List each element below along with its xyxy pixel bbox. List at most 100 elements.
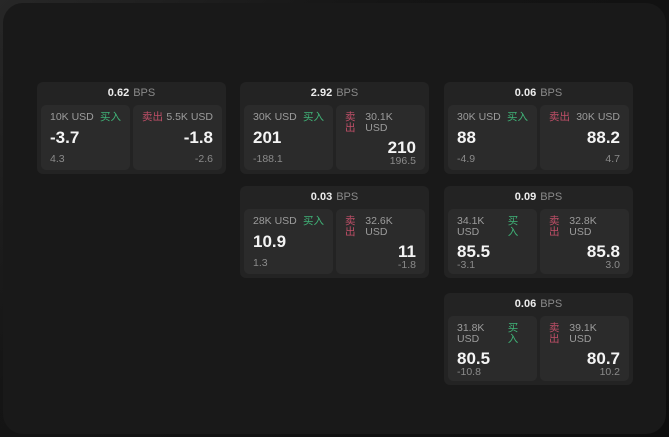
buy-amount: 28K USD: [253, 215, 297, 227]
sell-panel-top: 卖出 5.5K USD: [142, 112, 213, 123]
sell-amount: 39.1K USD: [569, 322, 597, 345]
buy-panel-top: 30K USD 买入: [457, 112, 528, 123]
buy-amount: 10K USD: [50, 111, 94, 123]
sell-panel-top: 卖出 30K USD: [549, 112, 620, 123]
spread-unit: BPS: [336, 191, 359, 203]
buy-amount: 30K USD: [253, 111, 297, 123]
sell-price: -1.8: [183, 127, 213, 147]
sell-price: 210: [387, 138, 416, 157]
quote-panels: 34.1K USD 买入 85.5 -3.1 卖出 32.8K USD 85.8…: [444, 209, 633, 274]
sell-price: 80.7: [586, 349, 620, 368]
buy-panel-top: 10K USD 买入: [50, 112, 121, 123]
sell-change: 196.5: [389, 155, 416, 167]
sell-panel-top: 卖出 30.1K USD: [345, 112, 416, 133]
buy-label: 买入: [303, 111, 324, 123]
sell-amount: 32.6K USD: [365, 215, 393, 238]
sell-label: 卖出: [345, 215, 356, 238]
buy-change: -188.1: [253, 152, 283, 165]
spread-header: 0.09 BPS: [444, 186, 633, 209]
sell-panel[interactable]: 卖出 30K USD 88.2 4.7: [540, 105, 629, 170]
sell-price: 88.2: [586, 127, 620, 147]
sell-label: 卖出: [142, 111, 163, 123]
spread-value: 0.06: [514, 298, 537, 310]
buy-price: 10.9: [253, 231, 287, 251]
buy-amount: 30K USD: [457, 111, 501, 123]
sell-amount: 30K USD: [576, 111, 620, 123]
quote-card-4: 0.03 BPS 28K USD 买入 10.9 1.3 卖出 32.6K US…: [240, 186, 429, 278]
sell-label: 卖出: [549, 111, 570, 123]
buy-amount: 34.1K USD: [457, 215, 485, 238]
sell-panel[interactable]: 卖出 32.8K USD 85.8 3.0: [540, 209, 629, 274]
buy-amount: 31.8K USD: [457, 322, 485, 345]
sell-panel-top: 卖出 32.6K USD: [345, 216, 416, 237]
buy-panel[interactable]: 30K USD 买入 88 -4.9: [448, 105, 537, 170]
spread-unit: BPS: [133, 87, 156, 99]
buy-panel[interactable]: 34.1K USD 买入 85.5 -3.1: [448, 209, 537, 274]
buy-label: 买入: [507, 111, 528, 123]
sell-change: -2.6: [194, 152, 213, 165]
sell-amount: 5.5K USD: [166, 111, 213, 123]
buy-panel-top: 31.8K USD 买入: [457, 323, 528, 344]
sell-amount: 32.8K USD: [569, 215, 597, 238]
buy-panel[interactable]: 28K USD 买入 10.9 1.3: [244, 209, 333, 274]
buy-label: 买入: [100, 111, 121, 123]
quote-card-3: 0.06 BPS 30K USD 买入 88 -4.9 卖出 30K USD 8…: [444, 82, 633, 174]
quote-panels: 10K USD 买入 -3.7 4.3 卖出 5.5K USD -1.8 -2.…: [37, 105, 226, 170]
quote-card-5: 0.09 BPS 34.1K USD 买入 85.5 -3.1 卖出 32.8K…: [444, 186, 633, 278]
spread-value: 0.09: [514, 191, 537, 203]
sell-panel-top: 卖出 32.8K USD: [549, 216, 620, 237]
sell-price: 11: [398, 242, 416, 261]
buy-panel[interactable]: 30K USD 买入 201 -188.1: [244, 105, 333, 170]
sell-panel[interactable]: 卖出 5.5K USD -1.8 -2.6: [133, 105, 222, 170]
quote-panels: 31.8K USD 买入 80.5 -10.8 卖出 39.1K USD 80.…: [444, 316, 633, 381]
sell-change: 4.7: [605, 152, 620, 165]
sell-label: 卖出: [549, 215, 560, 238]
spread-value: 2.92: [310, 87, 333, 99]
buy-panel-top: 28K USD 买入: [253, 216, 324, 227]
quote-panels: 30K USD 买入 201 -188.1 卖出 30.1K USD 210 1…: [240, 105, 429, 170]
sell-label: 卖出: [345, 111, 356, 134]
spread-header: 2.92 BPS: [240, 82, 429, 105]
spread-value: 0.62: [107, 87, 130, 99]
sell-change: 10.2: [599, 366, 620, 378]
buy-price: 201: [253, 127, 282, 147]
buy-change: -10.8: [457, 366, 481, 378]
sell-label: 卖出: [549, 322, 560, 345]
buy-change: 4.3: [50, 152, 65, 165]
spread-value: 0.03: [310, 191, 333, 203]
buy-label: 买入: [303, 215, 324, 227]
buy-price: 88: [457, 127, 476, 147]
spread-unit: BPS: [336, 87, 359, 99]
spread-header: 0.06 BPS: [444, 82, 633, 105]
buy-label: 买入: [507, 215, 519, 238]
spread-header: 0.06 BPS: [444, 293, 633, 316]
sell-change: -1.8: [397, 259, 416, 271]
buy-panel-top: 30K USD 买入: [253, 112, 324, 123]
sell-change: 3.0: [605, 259, 620, 271]
buy-change: -4.9: [457, 152, 476, 165]
buy-panel-top: 34.1K USD 买入: [457, 216, 528, 237]
buy-price: -3.7: [50, 127, 80, 147]
spread-unit: BPS: [540, 191, 563, 203]
sell-price: 85.8: [586, 242, 620, 261]
sell-panel-top: 卖出 39.1K USD: [549, 323, 620, 344]
quote-card-2: 2.92 BPS 30K USD 买入 201 -188.1 卖出 30.1K …: [240, 82, 429, 174]
sell-panel[interactable]: 卖出 32.6K USD 11 -1.8: [336, 209, 425, 274]
sell-amount: 30.1K USD: [365, 111, 393, 134]
buy-panel[interactable]: 31.8K USD 买入 80.5 -10.8: [448, 316, 537, 381]
buy-price: 80.5: [457, 349, 491, 368]
sell-panel[interactable]: 卖出 39.1K USD 80.7 10.2: [540, 316, 629, 381]
spread-value: 0.06: [514, 87, 537, 99]
spread-header: 0.62 BPS: [37, 82, 226, 105]
quote-panels: 30K USD 买入 88 -4.9 卖出 30K USD 88.2 4.7: [444, 105, 633, 170]
buy-label: 买入: [507, 322, 519, 345]
quote-panels: 28K USD 买入 10.9 1.3 卖出 32.6K USD 11 -1.8: [240, 209, 429, 274]
quote-card-1: 0.62 BPS 10K USD 买入 -3.7 4.3 卖出 5.5K USD…: [37, 82, 226, 174]
sell-panel[interactable]: 卖出 30.1K USD 210 196.5: [336, 105, 425, 170]
buy-change: -3.1: [457, 259, 476, 271]
spread-header: 0.03 BPS: [240, 186, 429, 209]
buy-panel[interactable]: 10K USD 买入 -3.7 4.3: [41, 105, 130, 170]
spread-unit: BPS: [540, 298, 563, 310]
buy-change: 1.3: [253, 256, 268, 269]
quote-card-6: 0.06 BPS 31.8K USD 买入 80.5 -10.8 卖出 39.1…: [444, 293, 633, 385]
